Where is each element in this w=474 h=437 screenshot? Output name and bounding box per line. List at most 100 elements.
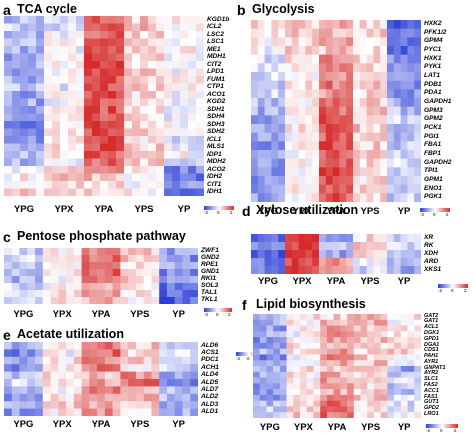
heatmap-cell <box>148 151 157 159</box>
heatmap-cell <box>353 319 361 326</box>
color-scale-bar <box>204 308 232 312</box>
heatmap-cell <box>140 106 149 114</box>
heatmap-cell <box>20 158 29 167</box>
gene-label: FAS2 <box>424 382 438 389</box>
heatmap-cell <box>19 349 28 358</box>
heatmap-cell <box>116 143 125 152</box>
heatmap-cell <box>273 337 281 344</box>
heatmap-cell <box>285 184 293 194</box>
heatmap-cell <box>326 389 334 396</box>
heatmap-cell <box>305 141 313 151</box>
heatmap-cell <box>251 158 259 168</box>
heatmap-cell <box>279 412 287 418</box>
heatmap-cell <box>44 181 53 189</box>
heatmap-cell <box>353 98 361 107</box>
heatmap-cell <box>182 342 191 350</box>
heatmap-cell <box>259 389 267 396</box>
heatmap-cell <box>148 173 157 182</box>
gene-label: GAT2 <box>424 312 439 319</box>
heatmap-cell <box>387 234 395 243</box>
heatmap-cell <box>12 181 21 189</box>
condition-label: YPS <box>134 204 154 215</box>
heatmap-cell <box>407 193 415 202</box>
heatmap-cell <box>68 106 77 114</box>
heatmap-cell <box>4 173 13 182</box>
heatmap-cell <box>273 412 281 418</box>
heatmap-cell <box>164 151 173 159</box>
heatmap-cell <box>293 377 301 384</box>
heatmap-cell <box>12 31 21 39</box>
heatmap-cell <box>52 136 61 144</box>
heatmap-cell <box>52 188 61 196</box>
heatmap-cell <box>148 53 157 62</box>
heatmap-cell <box>73 386 82 395</box>
heatmap-cell <box>253 412 261 418</box>
heatmap-cell <box>380 242 388 251</box>
heatmap-cell <box>380 167 388 177</box>
heatmap-cell <box>20 91 29 99</box>
heatmap-cell <box>312 150 320 159</box>
heatmap-cell <box>259 412 267 418</box>
heatmap-cell <box>346 132 354 142</box>
heatmap-cell <box>285 37 293 47</box>
heatmap-cell <box>188 166 197 174</box>
heatmap-cell <box>12 61 21 69</box>
heatmap-cell <box>291 266 299 274</box>
heatmap-cell <box>312 28 320 38</box>
heatmap-cell <box>12 128 21 137</box>
condition-label: YPA <box>94 204 114 215</box>
heatmap-cell <box>366 115 374 125</box>
heatmap-cell <box>293 383 301 390</box>
heatmap-cell <box>285 150 293 159</box>
heatmap-cell <box>19 393 28 402</box>
heatmap-cell <box>97 371 106 380</box>
heatmap-cell <box>319 115 327 125</box>
heatmap-cell <box>266 366 274 373</box>
heatmap-cell <box>164 46 173 54</box>
heatmap-cell <box>151 290 160 298</box>
heatmap-cell <box>347 366 355 373</box>
condition-label: YP <box>177 204 191 215</box>
heatmap-cell <box>285 258 293 267</box>
color-scale-tick: 2 <box>228 312 231 317</box>
heatmap-cell <box>89 364 98 372</box>
heatmap-cell <box>313 314 321 321</box>
heatmap-cell <box>188 158 197 167</box>
heatmap-cell <box>273 354 281 361</box>
heatmap-cell <box>104 269 113 277</box>
heatmap-cell <box>414 412 421 418</box>
heatmap-cell <box>291 20 299 29</box>
heatmap-cell <box>380 20 388 29</box>
heatmap-cell <box>251 20 259 29</box>
heatmap-cell <box>128 276 137 284</box>
heatmap-cell <box>393 46 401 55</box>
heatmap-cell <box>380 360 388 367</box>
heatmap-cell <box>156 136 165 144</box>
heatmap-cell <box>151 297 160 304</box>
heatmap-cell <box>278 98 286 107</box>
heatmap-cell <box>92 143 101 152</box>
heatmap-cell <box>333 371 341 378</box>
heatmap-cell <box>19 408 28 416</box>
heatmap-cell <box>120 269 129 277</box>
heatmap-cell <box>188 31 197 39</box>
heatmap-cell <box>339 37 347 47</box>
heatmap-cell <box>124 91 133 99</box>
heatmap-cell <box>264 46 272 55</box>
heatmap-cell <box>366 234 374 243</box>
heatmap-cell <box>293 412 301 418</box>
panel-label: b <box>237 2 246 18</box>
heatmap-cell <box>400 314 408 321</box>
gene-label: PDA1 <box>424 89 442 97</box>
heatmap-cell <box>319 28 327 38</box>
heatmap-cell <box>394 377 402 384</box>
heatmap-cell <box>278 106 286 116</box>
heatmap-cell <box>394 406 402 413</box>
heatmap-cell <box>42 401 51 409</box>
heatmap-cell <box>182 349 191 358</box>
heatmap-cell <box>12 38 21 47</box>
heatmap-cell <box>120 401 129 409</box>
heatmap-cell <box>27 408 36 416</box>
heatmap-cell <box>394 342 402 349</box>
